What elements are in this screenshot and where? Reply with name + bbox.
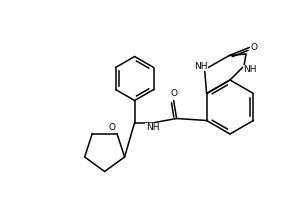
Text: NH: NH: [243, 66, 257, 74]
Text: NH: NH: [146, 123, 159, 132]
Text: NH: NH: [194, 62, 207, 71]
Text: O: O: [109, 123, 116, 132]
Text: O: O: [170, 89, 177, 98]
Text: O: O: [251, 43, 258, 52]
